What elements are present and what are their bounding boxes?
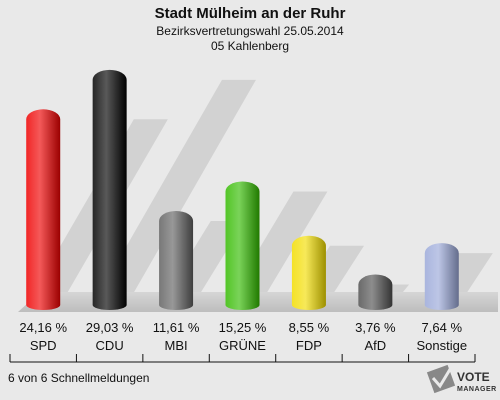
category-label-sonstige: Sonstige [416, 338, 467, 353]
value-label-spd: 24,16 % [19, 320, 67, 335]
category-label-afd: AfD [365, 338, 387, 353]
category-label-cdu: CDU [96, 338, 124, 353]
value-label-grüne: 15,25 % [219, 320, 267, 335]
bar-spd [26, 109, 61, 310]
value-label-sonstige: 7,64 % [422, 320, 463, 335]
value-label-group: 24,16 % 29,03 % 11,61 % 15,25 % 8,55 % 3,76 %… [19, 320, 462, 335]
logo-vote-text: VOTE [457, 370, 490, 384]
footer-text: 6 von 6 Schnellmeldungen [8, 371, 149, 385]
vote-manager-logo: VOTE MANAGER [426, 364, 497, 394]
chart-title: Stadt Mülheim an der Ruhr [155, 5, 346, 22]
chart-district: 05 Kahlenberg [211, 39, 289, 53]
category-axis [9, 354, 476, 363]
bar-shadow [92, 79, 256, 306]
category-label-spd: SPD [30, 338, 57, 353]
value-label-fdp: 8,55 % [289, 320, 330, 335]
bar-group [26, 69, 459, 311]
bar-fdp [291, 235, 326, 310]
value-label-mbi: 11,61 % [153, 320, 200, 335]
logo-manager-text: MANAGER [457, 386, 497, 393]
value-label-cdu: 29,03 % [86, 320, 134, 335]
bar-sonstige [424, 243, 459, 310]
bar-cdu [92, 69, 127, 311]
value-label-afd: 3,76 % [355, 320, 396, 335]
category-label-fdp: FDP [296, 338, 322, 353]
checkmark-icon [426, 364, 456, 394]
bar-mbi [159, 210, 194, 310]
category-label-mbi: MBI [165, 338, 188, 353]
bar-grüne [225, 181, 260, 310]
category-label-group: SPD CDU MBI GRÜNE FDP AfD Sonstige [30, 338, 467, 353]
category-label-grüne: GRÜNE [219, 338, 266, 353]
bar-afd [358, 274, 393, 310]
chart-subtitle: Bezirksvertretungswahl 25.05.2014 [156, 24, 344, 38]
